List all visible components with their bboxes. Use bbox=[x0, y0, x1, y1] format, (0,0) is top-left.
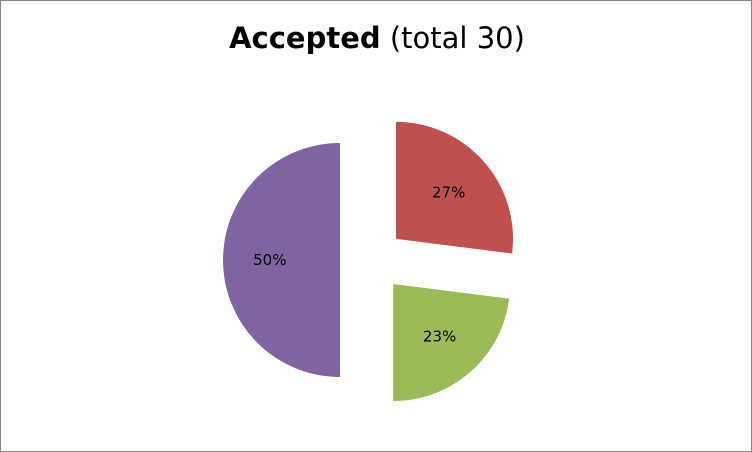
data-label-1: 23% bbox=[423, 328, 456, 346]
pie-slice-2 bbox=[223, 143, 340, 377]
chart-title: Accepted (total 30) bbox=[1, 21, 752, 55]
data-label-2: 50% bbox=[253, 251, 286, 269]
pie-slice-1 bbox=[393, 284, 510, 402]
data-label-0: 27% bbox=[432, 183, 465, 201]
chart-title-bold: Accepted bbox=[229, 21, 381, 55]
pie-slice-0 bbox=[396, 121, 514, 254]
chart-title-rest: (total 30) bbox=[389, 21, 525, 55]
